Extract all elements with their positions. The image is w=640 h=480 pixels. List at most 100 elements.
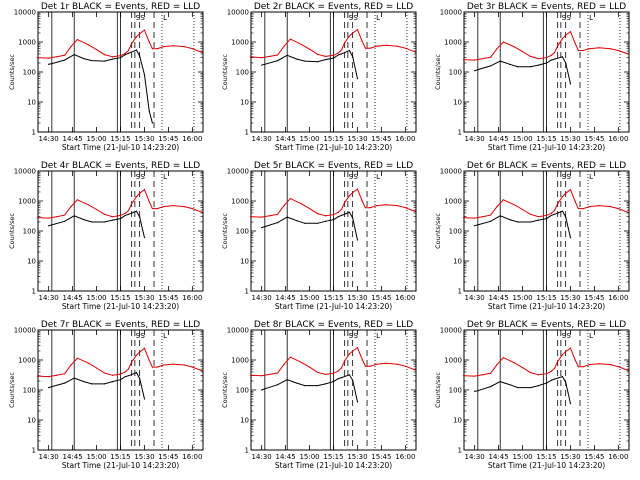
data-point-lld bbox=[348, 353, 351, 355]
data-point-lld bbox=[87, 362, 90, 364]
data-point-events bbox=[490, 65, 492, 67]
data-point-lld bbox=[589, 364, 591, 366]
series-events bbox=[48, 210, 145, 238]
data-point-lld bbox=[131, 361, 133, 363]
y-tick-label: 10000 bbox=[227, 168, 249, 176]
series-lld bbox=[37, 188, 203, 219]
data-point-lld bbox=[183, 206, 185, 208]
panel-title: Det 7r BLACK = Events, RED = LLD bbox=[41, 320, 200, 330]
data-point-lld bbox=[70, 364, 72, 366]
data-point-events bbox=[277, 59, 279, 62]
data-point-events bbox=[569, 83, 572, 85]
data-point-lld bbox=[553, 367, 556, 370]
data-point-events bbox=[316, 222, 319, 224]
data-point-events bbox=[517, 221, 519, 223]
annotation-label: S bbox=[349, 173, 354, 181]
data-point-lld bbox=[289, 198, 291, 200]
series-lld bbox=[463, 347, 629, 377]
annotation-label: S bbox=[136, 14, 141, 22]
data-point-lld bbox=[474, 217, 476, 219]
data-point-events bbox=[517, 387, 519, 389]
data-point-lld bbox=[414, 369, 416, 371]
data-point-lld bbox=[124, 212, 126, 214]
series-events bbox=[261, 49, 358, 79]
x-tick-label: 14:45 bbox=[489, 135, 509, 143]
data-point-lld bbox=[191, 48, 193, 50]
x-tick-label: 16:00 bbox=[608, 135, 628, 143]
data-point-events bbox=[316, 61, 319, 63]
data-point-events bbox=[356, 239, 359, 241]
data-point-lld bbox=[324, 373, 327, 376]
data-point-events bbox=[537, 385, 540, 387]
x-axis-label: Start Time (21-Jul-10 14:23:20) bbox=[62, 302, 179, 311]
data-point-events bbox=[529, 66, 532, 68]
x-tick-label: 15:30 bbox=[560, 294, 580, 302]
x-tick-label: 14:30 bbox=[252, 135, 272, 143]
data-point-events bbox=[119, 217, 122, 220]
data-point-events bbox=[286, 54, 288, 56]
y-tick-label: 10000 bbox=[440, 327, 462, 335]
data-point-events bbox=[477, 69, 479, 71]
x-tick-label: 15:00 bbox=[512, 135, 532, 143]
data-point-events bbox=[91, 59, 93, 62]
data-point-events bbox=[569, 237, 572, 239]
data-point-lld bbox=[361, 200, 363, 202]
data-point-lld bbox=[569, 347, 572, 349]
y-tick-label: 100 bbox=[449, 228, 462, 236]
data-point-events bbox=[139, 377, 141, 380]
series-events bbox=[261, 374, 358, 403]
data-point-events bbox=[490, 385, 492, 388]
data-point-lld bbox=[156, 48, 158, 50]
data-point-events bbox=[127, 213, 130, 215]
data-point-events bbox=[304, 60, 306, 62]
data-point-lld bbox=[376, 45, 378, 47]
x-tick-label: 15:45 bbox=[371, 453, 391, 461]
data-point-events bbox=[264, 226, 266, 228]
data-point-lld bbox=[163, 364, 165, 366]
y-tick-label: 100 bbox=[23, 387, 36, 395]
data-point-lld bbox=[577, 366, 580, 368]
data-point-lld bbox=[529, 372, 532, 374]
y-axis-label: Counts/sec bbox=[8, 372, 16, 408]
data-point-events bbox=[348, 49, 351, 52]
series-events bbox=[474, 56, 571, 85]
data-point-lld bbox=[369, 365, 371, 367]
data-point-lld bbox=[139, 351, 141, 353]
y-tick-label: 1000 bbox=[444, 357, 462, 365]
y-tick-label: 1 bbox=[458, 447, 462, 455]
panel-3: Det 3r BLACK = Events, RED = LLD 1 10 100 10… bbox=[434, 2, 630, 152]
data-point-lld bbox=[87, 44, 90, 46]
data-point-events bbox=[337, 54, 339, 56]
panel-1: Det 1r BLACK = Events, RED = LLD 1 10 100 10… bbox=[8, 2, 204, 152]
data-point-lld bbox=[364, 207, 367, 209]
data-point-lld bbox=[151, 48, 154, 50]
data-point-events bbox=[545, 382, 548, 384]
data-point-lld bbox=[356, 28, 359, 31]
x-tick-label: 15:30 bbox=[347, 135, 367, 143]
series-lld bbox=[463, 188, 629, 219]
y-tick-label: 10 bbox=[27, 258, 36, 266]
data-point-events bbox=[135, 372, 138, 374]
x-tick-label: 14:45 bbox=[63, 294, 83, 302]
series-events bbox=[261, 211, 358, 241]
y-tick-label: 1000 bbox=[444, 39, 462, 47]
data-point-events bbox=[304, 385, 306, 387]
y-tick-label: 1 bbox=[32, 288, 36, 296]
y-tick-label: 1000 bbox=[231, 39, 249, 47]
panel-title: Det 4r BLACK = Events, RED = LLD bbox=[41, 161, 200, 171]
data-point-lld bbox=[396, 45, 398, 47]
y-tick-label: 10000 bbox=[440, 9, 462, 17]
data-point-lld bbox=[316, 213, 319, 215]
data-point-events bbox=[337, 216, 339, 218]
y-tick-label: 10 bbox=[240, 99, 249, 107]
data-point-events bbox=[550, 379, 552, 381]
data-point-lld bbox=[201, 370, 203, 372]
series-lld bbox=[250, 28, 416, 59]
x-tick-label: 16:00 bbox=[182, 135, 202, 143]
data-point-lld bbox=[561, 196, 564, 198]
data-point-lld bbox=[127, 209, 130, 212]
x-tick-label: 15:15 bbox=[323, 294, 343, 302]
series-events bbox=[48, 371, 145, 400]
data-point-events bbox=[91, 383, 93, 385]
data-point-events bbox=[561, 210, 564, 212]
